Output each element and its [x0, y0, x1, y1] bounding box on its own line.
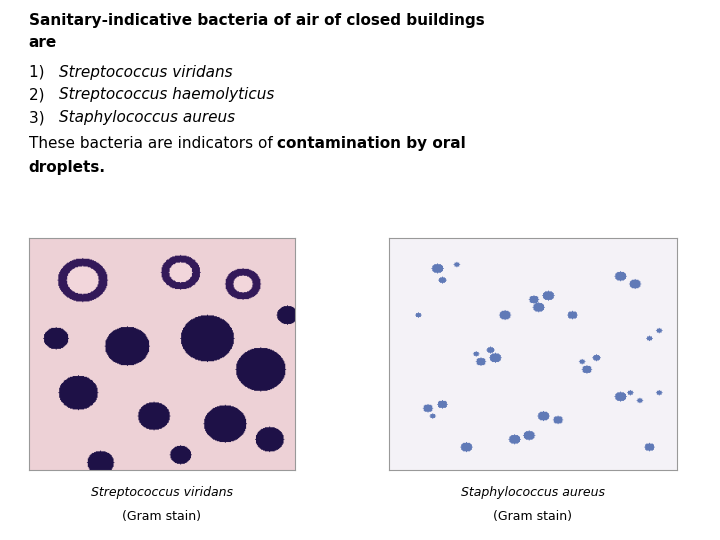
Text: 2): 2)	[29, 87, 49, 103]
Text: Streptococcus haemolyticus: Streptococcus haemolyticus	[59, 87, 274, 103]
Text: 1): 1)	[29, 65, 49, 80]
Text: These bacteria are indicators of: These bacteria are indicators of	[29, 136, 277, 151]
Text: Staphylococcus aureus: Staphylococcus aureus	[59, 110, 235, 125]
Text: Streptococcus viridans: Streptococcus viridans	[91, 486, 233, 499]
Text: Sanitary-indicative bacteria of air of closed buildings: Sanitary-indicative bacteria of air of c…	[29, 14, 485, 29]
Text: Streptococcus viridans: Streptococcus viridans	[59, 65, 233, 80]
Text: Staphylococcus aureus: Staphylococcus aureus	[461, 486, 605, 499]
Text: contamination by oral: contamination by oral	[277, 136, 466, 151]
Text: are: are	[29, 35, 57, 50]
Text: droplets.: droplets.	[29, 160, 106, 175]
Text: (Gram stain): (Gram stain)	[122, 510, 202, 523]
Text: 3): 3)	[29, 110, 49, 125]
Text: (Gram stain): (Gram stain)	[493, 510, 572, 523]
